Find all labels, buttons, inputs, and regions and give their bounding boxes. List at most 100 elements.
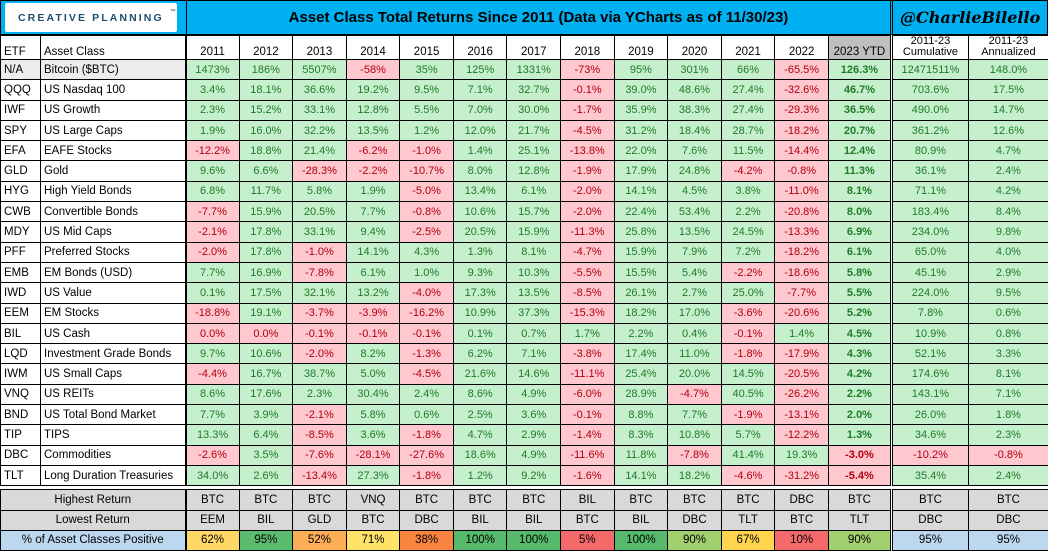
- return-cell: 12.0%: [452, 119, 508, 142]
- return-cell: -1.0%: [292, 241, 347, 263]
- summary-cell: BTC: [667, 489, 722, 511]
- return-cell: 18.2%: [613, 302, 669, 324]
- table-row: IWM US Small Caps -4.4% 16.7% 38.7% 5.0% -4.5%…: [0, 363, 1048, 385]
- summary-cell: BTC: [292, 489, 347, 511]
- return-cell: 32.2%: [292, 119, 347, 142]
- return-cell: 125%: [452, 58, 508, 81]
- page-title: Asset Class Total Returns Since 2011 (Da…: [185, 1, 891, 34]
- return-cell: 38.7%: [292, 363, 347, 385]
- return-cell: 28.7%: [720, 119, 776, 142]
- table-row: DBC Commodities -2.6% 3.5% -7.6% -28.1% -27.6%…: [0, 444, 1048, 466]
- return-cell: -20.5%: [774, 363, 829, 385]
- year-column-header: 2019: [613, 35, 669, 60]
- return-cell: -2.6%: [184, 444, 240, 466]
- table-row: HYG High Yield Bonds 6.8% 11.7% 5.8% 1.9% -5.0…: [0, 180, 1048, 203]
- summary-cell: BTC: [506, 489, 562, 511]
- summary-cell: GLD: [292, 509, 347, 531]
- pct-positive-cell: 67%: [720, 529, 776, 551]
- summary-cell: BTC: [613, 489, 669, 511]
- asset-class-cell: Preferred Stocks: [40, 241, 186, 263]
- return-cell: 9.7%: [184, 343, 240, 365]
- etf-cell: TIP: [0, 424, 41, 446]
- return-cell: -20.8%: [774, 201, 829, 223]
- ytd-return-cell: 46.7%: [827, 79, 892, 101]
- annualized-return-cell: 8.1%: [967, 363, 1048, 385]
- return-cell: 25.0%: [720, 282, 776, 304]
- return-cell: 3.5%: [238, 444, 294, 466]
- return-cell: -1.7%: [560, 99, 615, 121]
- return-cell: -17.9%: [774, 343, 829, 365]
- pct-positive-cell: 90%: [667, 529, 722, 551]
- return-cell: 1.2%: [452, 464, 508, 487]
- pct-positive-cell: 100%: [613, 529, 669, 551]
- return-cell: -0.8%: [774, 160, 829, 182]
- return-cell: 0.7%: [506, 322, 562, 345]
- return-cell: 24.5%: [720, 221, 776, 243]
- return-cell: -5.5%: [560, 261, 615, 284]
- etf-cell: BIL: [0, 322, 41, 345]
- return-cell: 1.9%: [345, 180, 401, 203]
- table-row: EMB EM Bonds (USD) 7.7% 16.9% -7.8% 6.1% 1.0% 9…: [0, 261, 1048, 284]
- annualized-return-cell: 2.9%: [967, 261, 1048, 284]
- table-row: LQD Investment Grade Bonds 9.7% 10.6% -2.0% 8…: [0, 343, 1048, 365]
- return-cell: 5.5%: [399, 99, 454, 121]
- table-row: BIL US Cash 0.0% 0.0% -0.1% -0.1% -0.1% 0.1% 0.7…: [0, 322, 1048, 345]
- return-cell: -2.0%: [184, 241, 240, 263]
- cumulative-return-cell: 12471511%: [889, 58, 969, 81]
- return-cell: 15.5%: [613, 261, 669, 284]
- return-cell: 25.4%: [613, 363, 669, 385]
- ytd-return-cell: 1.3%: [827, 424, 892, 446]
- asset-class-cell: US Total Bond Market: [40, 404, 186, 426]
- return-cell: 0.1%: [452, 322, 508, 345]
- return-cell: 19.2%: [345, 79, 401, 101]
- ytd-return-cell: -3.0%: [827, 444, 892, 466]
- return-cell: -26.2%: [774, 383, 829, 406]
- ytd-return-cell: 4.2%: [827, 363, 892, 385]
- return-cell: -15.3%: [560, 302, 615, 324]
- return-cell: 15.9%: [238, 201, 294, 223]
- return-cell: 32.1%: [292, 282, 347, 304]
- pct-positive-cell: 100%: [506, 529, 562, 551]
- return-cell: 15.2%: [238, 99, 294, 121]
- summary-row-lowest: Lowest Return EEM BIL GLD BTC DBC BIL BIL BTC BIL…: [0, 509, 1048, 531]
- return-cell: 13.5%: [667, 221, 722, 243]
- pct-positive-cell: 95%: [967, 529, 1048, 551]
- return-cell: -4.5%: [399, 363, 454, 385]
- return-cell: 95%: [613, 58, 669, 81]
- annualized-return-cell: 17.5%: [967, 79, 1048, 101]
- return-cell: 22.0%: [613, 140, 669, 162]
- table-row: EFA EAFE Stocks -12.2% 18.8% 21.4% -6.2% -1.0%…: [0, 140, 1048, 162]
- annualized-return-cell: 3.3%: [967, 343, 1048, 365]
- ytd-return-cell: 8.1%: [827, 180, 892, 203]
- cumulative-return-cell: 35.4%: [889, 464, 969, 487]
- annualized-return-cell: 4.7%: [967, 140, 1048, 162]
- etf-cell: IWD: [0, 282, 41, 304]
- return-cell: -2.2%: [345, 160, 401, 182]
- asset-class-cell: US Cash: [40, 322, 186, 345]
- return-cell: 6.1%: [345, 261, 401, 284]
- return-cell: 6.2%: [452, 343, 508, 365]
- table-row: PFF Preferred Stocks -2.0% 17.8% -1.0% 14.1% 4…: [0, 241, 1048, 263]
- return-cell: 1.7%: [560, 322, 615, 345]
- return-cell: 17.9%: [613, 160, 669, 182]
- cumulative-return-cell: 10.9%: [889, 322, 969, 345]
- return-cell: 14.1%: [613, 464, 669, 487]
- ytd-return-cell: 2.0%: [827, 404, 892, 426]
- summary-cell: BIL: [560, 489, 615, 511]
- summary-cell: DBC: [774, 489, 829, 511]
- return-cell: 7.7%: [667, 404, 722, 426]
- etf-cell: TLT: [0, 464, 41, 487]
- return-cell: 9.2%: [506, 464, 562, 487]
- pct-positive-cell: 71%: [345, 529, 401, 551]
- return-cell: -28.3%: [292, 160, 347, 182]
- author-handle: @CharlieBilello: [890, 1, 1047, 34]
- annualized-return-cell: 4.2%: [967, 180, 1048, 203]
- summary-cell: BTC: [238, 489, 294, 511]
- return-cell: 186%: [238, 58, 294, 81]
- return-cell: 18.2%: [667, 464, 722, 487]
- return-cell: -2.0%: [560, 180, 615, 203]
- return-cell: -3.7%: [292, 302, 347, 324]
- return-cell: 0.0%: [184, 322, 240, 345]
- return-cell: 27.3%: [345, 464, 401, 487]
- return-cell: -32.6%: [774, 79, 829, 101]
